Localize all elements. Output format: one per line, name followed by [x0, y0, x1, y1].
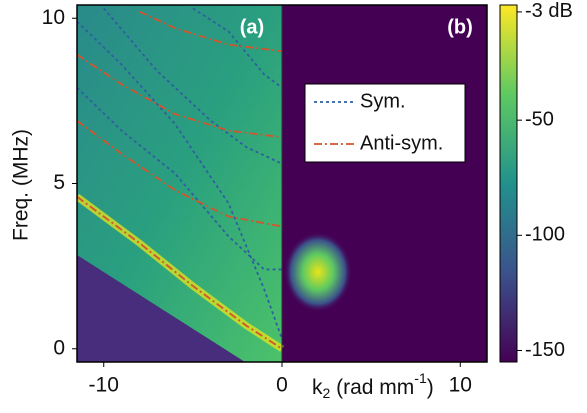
- y-tick-label: 5: [53, 171, 65, 194]
- x-tick-label: 10: [449, 374, 472, 397]
- colorbar-tick-label: -150: [525, 339, 565, 361]
- colorbar-tick-label: -50: [525, 108, 554, 130]
- y-axis-label: Freq. (MHz): [10, 129, 33, 241]
- curve: [77, 53, 283, 139]
- curve: [192, 7, 283, 89]
- x-label-part: (rad mm: [330, 376, 414, 399]
- x-tick-label: -10: [89, 374, 119, 397]
- x-axis-label: k2 (rad mm-1): [312, 370, 434, 401]
- legend-label: Sym.: [360, 90, 406, 112]
- panel-label: (b): [447, 16, 473, 38]
- colorbar: [499, 4, 518, 363]
- colorbar-tick-label: -3 dB: [525, 0, 573, 22]
- curve: [103, 7, 283, 165]
- curve: [77, 195, 283, 350]
- heatmap-blob: [284, 232, 352, 312]
- legend: [304, 83, 466, 163]
- x-label-sub: 2: [323, 385, 331, 401]
- panel-label: (a): [240, 16, 264, 38]
- curve: [77, 86, 282, 271]
- x-label-part: ): [427, 376, 434, 399]
- y-tick-label: 0: [53, 336, 65, 359]
- y-tick-label: 10: [42, 6, 65, 29]
- x-label-sup: -1: [414, 370, 427, 386]
- x-tick-label: 0: [276, 374, 288, 397]
- x-label-part: k: [312, 376, 323, 399]
- colorbar-tick-label: -100: [525, 224, 565, 246]
- heatmap-dark: [77, 255, 245, 362]
- curve: [77, 119, 283, 228]
- legend-label: Anti-sym.: [360, 132, 443, 154]
- curve: [139, 10, 283, 53]
